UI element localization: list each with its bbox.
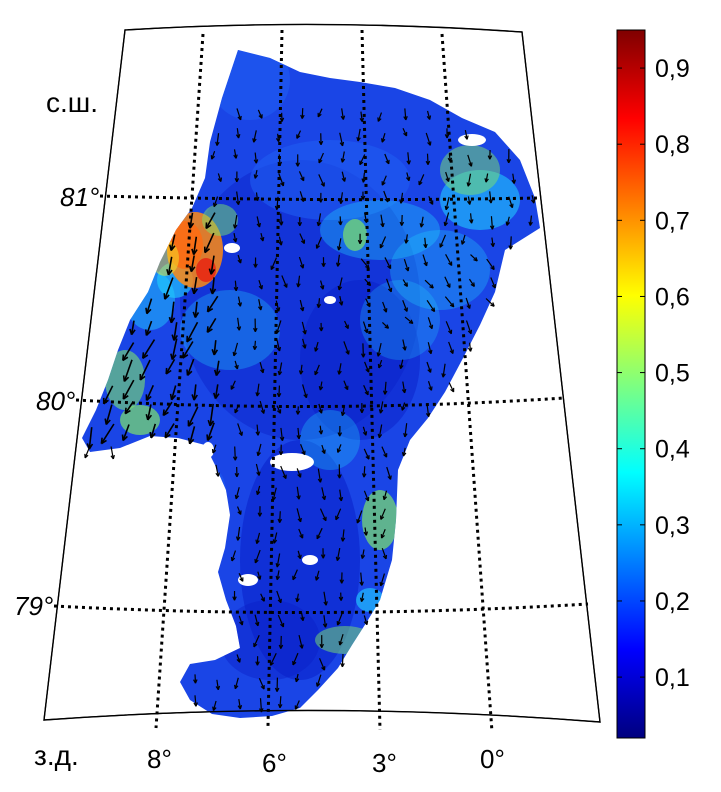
colorbar-tick-label: 0,4 [655,436,690,464]
data-gap [324,296,336,304]
lat-label-80: 80° [36,386,75,416]
data-patch [180,290,280,370]
data-patch [440,145,500,195]
colorbar: 0,1 0,2 0,3 0,4 0,5 0,6 0,7 0,8 0,9 [617,30,690,738]
colorbar-tick-label: 0,1 [655,664,690,692]
lon-label-0: 0° [480,744,505,774]
data-gap [270,453,314,471]
colorbar-tick-label: 0,2 [655,588,690,616]
lon-label-3: 3° [372,748,397,778]
lon-unit-label: з.д. [34,740,79,771]
data-patch [202,204,238,236]
colorbar-gradient [617,30,645,738]
data-gap [302,555,318,565]
colorbar-tick-label: 0,5 [655,360,690,388]
data-patch [360,280,440,360]
colorbar-tick-label: 0,3 [655,512,690,540]
colorbar-tick-label: 0,8 [655,131,690,159]
colorbar-tick-label: 0,9 [655,55,690,83]
lat-label-81: 81° [60,182,99,212]
lat-unit-label: с.ш. [46,87,98,118]
lat-label-79: 79° [14,591,53,621]
colorbar-tick-label: 0,6 [655,283,690,311]
data-gap [458,134,486,146]
data-gap [224,243,240,253]
data-patch [343,219,367,251]
lon-label-8: 8° [147,744,172,774]
lon-label-6: 6° [262,748,287,778]
colorbar-tick-label: 0,7 [655,207,690,235]
